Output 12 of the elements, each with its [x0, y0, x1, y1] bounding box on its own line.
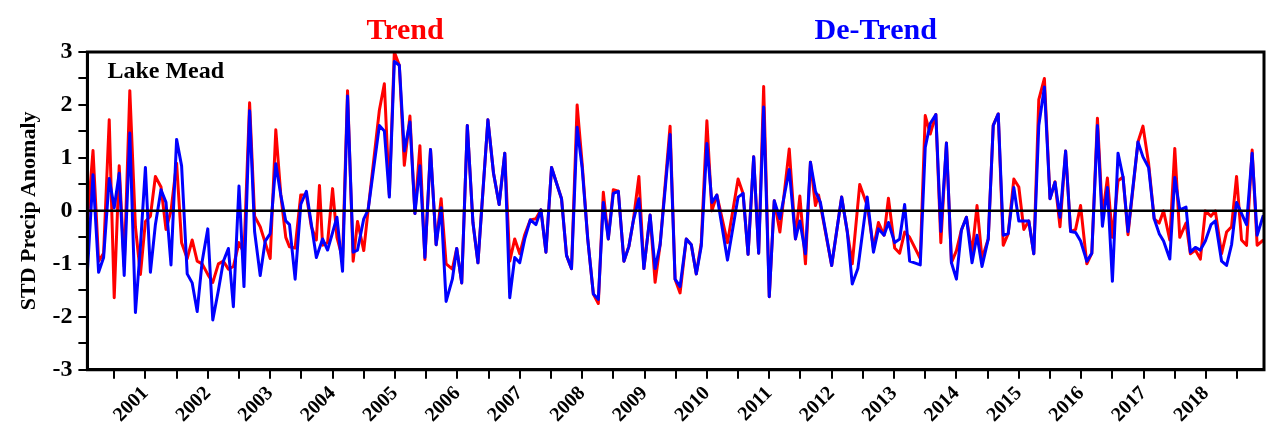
y-tick-label: 3 — [60, 37, 73, 64]
y-tick-label: 1 — [60, 143, 73, 170]
x-tick-label: 2011 — [732, 381, 776, 425]
y-tick-label: 0 — [60, 196, 73, 223]
y-tick-label: -3 — [52, 354, 73, 381]
y-tick-label: -2 — [52, 301, 73, 328]
y-axis-title: STD Precip Anomaly — [14, 111, 40, 311]
annotation: Lake Mead — [107, 57, 225, 84]
y-tick-label: 2 — [60, 90, 73, 117]
y-tick-label: -1 — [52, 249, 73, 276]
series-label: Trend — [366, 11, 445, 45]
text: De-Trend — [814, 11, 938, 45]
